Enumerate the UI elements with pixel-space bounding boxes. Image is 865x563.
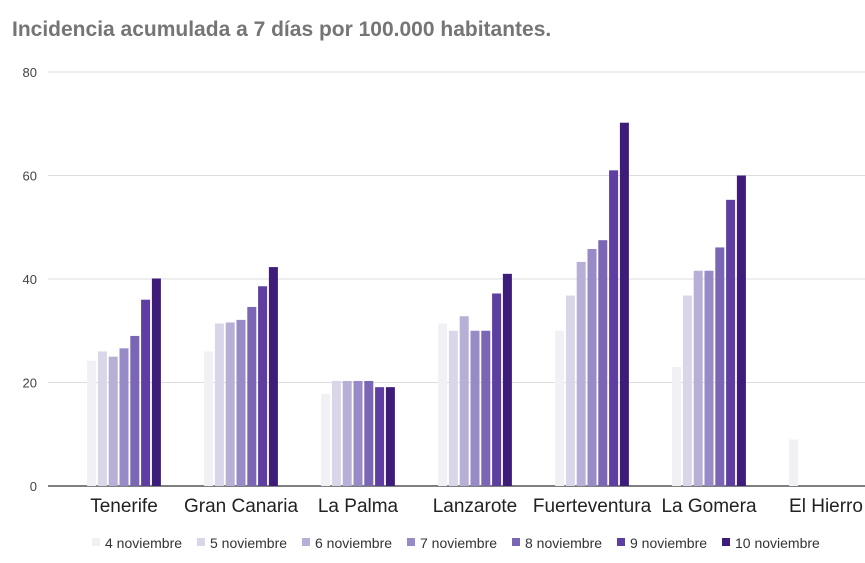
y-tick-label: 20	[23, 376, 37, 391]
bar	[459, 316, 469, 486]
legend-label: 6 noviembre	[315, 535, 392, 551]
bar	[321, 393, 331, 486]
bar	[609, 170, 619, 486]
bar	[268, 267, 278, 486]
legend-label: 5 noviembre	[210, 535, 287, 551]
bar	[364, 380, 374, 486]
y-tick-label: 60	[23, 169, 37, 184]
bar	[214, 323, 224, 486]
bar	[375, 387, 385, 486]
bar	[331, 380, 341, 486]
bar	[598, 240, 608, 486]
legend-swatch	[302, 538, 310, 546]
bar	[236, 319, 246, 486]
bar	[225, 322, 235, 486]
y-tick-label: 0	[30, 479, 37, 494]
x-tick-label: Gran Canaria	[184, 496, 298, 517]
x-tick-label: Fuerteventura	[533, 496, 652, 517]
bar	[247, 306, 257, 486]
legend-label: 10 noviembre	[735, 535, 820, 551]
bar	[715, 247, 725, 486]
bar	[385, 387, 395, 486]
legend-swatch	[197, 538, 205, 546]
x-tick-label: Lanzarote	[433, 496, 518, 517]
y-tick-label: 80	[23, 65, 37, 80]
legend-swatch	[512, 538, 520, 546]
x-tick-label: La Palma	[318, 496, 399, 517]
legend-swatch	[722, 538, 730, 546]
bar	[682, 295, 692, 486]
legend-swatch	[92, 538, 100, 546]
x-tick-label: La Gomera	[661, 496, 756, 517]
legend-label: 8 noviembre	[525, 535, 602, 551]
bar	[87, 360, 97, 486]
x-tick-label: Tenerife	[90, 496, 158, 517]
bar	[353, 380, 363, 486]
bar	[555, 330, 565, 486]
bar	[119, 348, 129, 486]
bar	[693, 270, 703, 486]
bar	[576, 261, 586, 486]
legend-label: 9 noviembre	[630, 535, 707, 551]
bar	[502, 273, 512, 486]
bar	[619, 122, 629, 487]
legend-label: 7 noviembre	[420, 535, 497, 551]
bar	[448, 330, 458, 486]
bar	[141, 299, 151, 486]
bar	[736, 175, 746, 486]
bar	[97, 351, 107, 486]
legend-label: 4 noviembre	[105, 535, 182, 551]
bar	[204, 351, 214, 486]
bar	[672, 366, 682, 486]
bar	[130, 335, 140, 486]
bar	[704, 270, 714, 486]
bar	[151, 278, 161, 486]
bar	[108, 356, 118, 487]
bar	[438, 323, 448, 486]
x-tick-label: El Hierro	[789, 496, 863, 517]
bar	[342, 380, 352, 486]
legend-swatch	[407, 538, 415, 546]
y-tick-label: 40	[23, 272, 37, 287]
chart-title: Incidencia acumulada a 7 días por 100.00…	[12, 18, 552, 41]
bar	[470, 330, 480, 486]
bar	[492, 293, 502, 486]
bar	[726, 199, 736, 486]
bar	[481, 330, 491, 486]
bar	[789, 439, 799, 486]
bar	[258, 286, 268, 486]
bar	[565, 295, 575, 486]
legend-swatch	[617, 538, 625, 546]
bar	[587, 248, 597, 486]
